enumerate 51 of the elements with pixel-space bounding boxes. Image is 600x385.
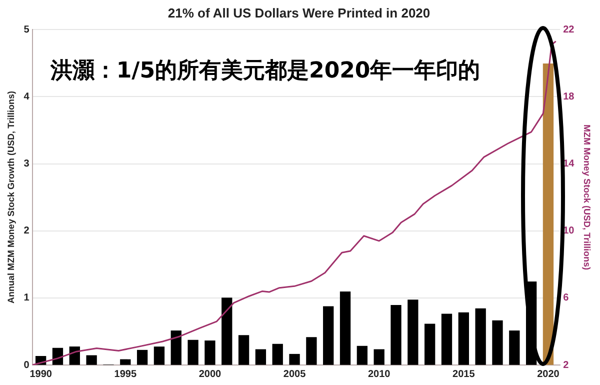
bar (340, 292, 351, 365)
bar (306, 337, 317, 365)
y2-axis-title: MZM Money Stock (USD, Trillions) (582, 124, 592, 270)
bar (52, 348, 64, 365)
chart-title: 21% of All US Dollars Were Printed in 2020 (168, 5, 430, 20)
y-tick-label: 5 (24, 24, 30, 36)
bar (408, 300, 418, 365)
bar (272, 344, 283, 365)
bar (136, 350, 148, 365)
x-tick-label: 2005 (283, 368, 306, 380)
bar (69, 346, 80, 365)
bar (323, 306, 334, 365)
bar (458, 312, 469, 365)
bar (204, 340, 216, 365)
x-tick-label: 1990 (30, 368, 52, 380)
y-tick-label: 4 (24, 91, 30, 102)
y-tick-label: 0 (24, 360, 30, 371)
bar (441, 314, 452, 365)
y2-tick-label: 22 (563, 24, 575, 36)
y2-tick-label: 14 (563, 158, 575, 170)
bar (289, 354, 300, 365)
x-tick-label: 2020 (537, 368, 560, 380)
bar (492, 320, 503, 365)
y-axis-title: Annual MZM Money Stock Growth (USD, Trillions) (6, 91, 16, 304)
x-tick-label: 1995 (114, 368, 137, 380)
y2-tick-label: 18 (563, 91, 575, 102)
y2-tick-label: 10 (563, 226, 575, 237)
bar (356, 346, 368, 365)
y-tick-label: 2 (24, 226, 30, 237)
annotation: 洪灝：1/5的所有美元都是2020年一年印的 (49, 57, 480, 84)
bar (390, 304, 402, 365)
bar (120, 359, 131, 365)
bar (170, 330, 182, 365)
bar (475, 308, 486, 365)
bar (188, 340, 198, 365)
x-tick-label: 2010 (368, 368, 391, 380)
bar (374, 349, 384, 365)
x-tick-label: 2000 (198, 368, 222, 380)
bar (542, 63, 554, 365)
bar (86, 355, 97, 365)
bar (509, 330, 520, 365)
y-tick-label: 1 (24, 292, 30, 304)
bar (255, 349, 266, 365)
x-tick-label: 2015 (452, 368, 476, 380)
y-tick-label: 3 (24, 158, 30, 170)
bar (238, 335, 250, 365)
bar (154, 346, 165, 365)
bar (222, 298, 232, 365)
bar (424, 324, 436, 365)
y2-tick-label: 2 (563, 360, 570, 371)
y2-tick-label: 6 (563, 292, 570, 304)
